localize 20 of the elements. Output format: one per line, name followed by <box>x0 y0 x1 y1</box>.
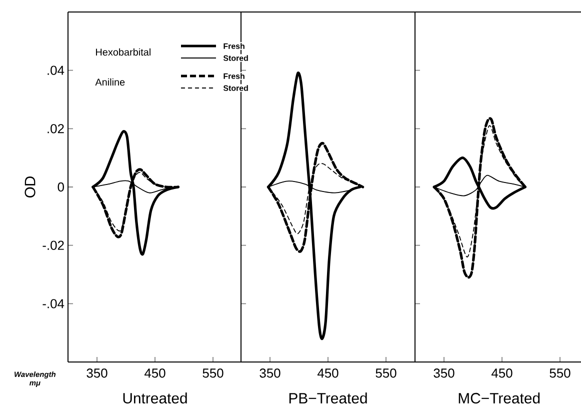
annotation: Aniline <box>95 78 125 86</box>
x-tick-label: 450 <box>317 368 338 378</box>
text: PB−Treated <box>289 392 367 404</box>
x-tick-label: 550 <box>550 368 570 378</box>
y-tick-label: -.04 <box>42 299 64 308</box>
y-axis-title: OD <box>24 176 36 198</box>
y-tick-label: .02 <box>48 124 64 134</box>
x-tick-label: 550 <box>376 368 396 378</box>
x-tick-label: 350 <box>434 368 454 378</box>
y-tick-label: -.02 <box>42 240 64 250</box>
y-tick-label: .04 <box>48 66 64 75</box>
annotation: Hexobarbital <box>96 48 150 56</box>
x-tick-label: 350 <box>260 368 280 378</box>
y-tick-label: 0 <box>58 182 64 192</box>
text: MC−Treated <box>458 392 540 404</box>
x-tick-label: 450 <box>144 368 166 378</box>
text: Untreated <box>123 392 187 404</box>
x-tick-label: 550 <box>202 368 224 378</box>
x-tick-label: 350 <box>86 368 108 378</box>
x-tick-label: 450 <box>492 368 512 378</box>
